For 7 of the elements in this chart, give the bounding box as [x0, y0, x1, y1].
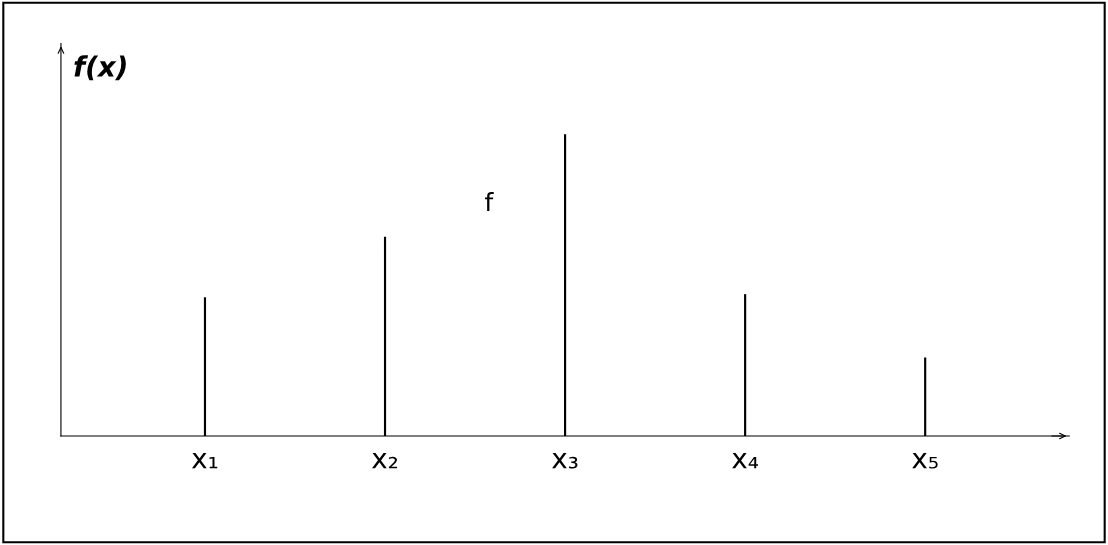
x-tick-label: x₁	[191, 453, 218, 469]
annotation: f	[484, 192, 494, 212]
x-tick-label: x₃	[552, 453, 578, 469]
y-axis-title: f(x)	[74, 55, 126, 81]
x-tick-label: x₂	[372, 453, 398, 469]
x-tick-label: x₄	[732, 453, 759, 469]
x-tick-label: x₅	[912, 453, 938, 469]
